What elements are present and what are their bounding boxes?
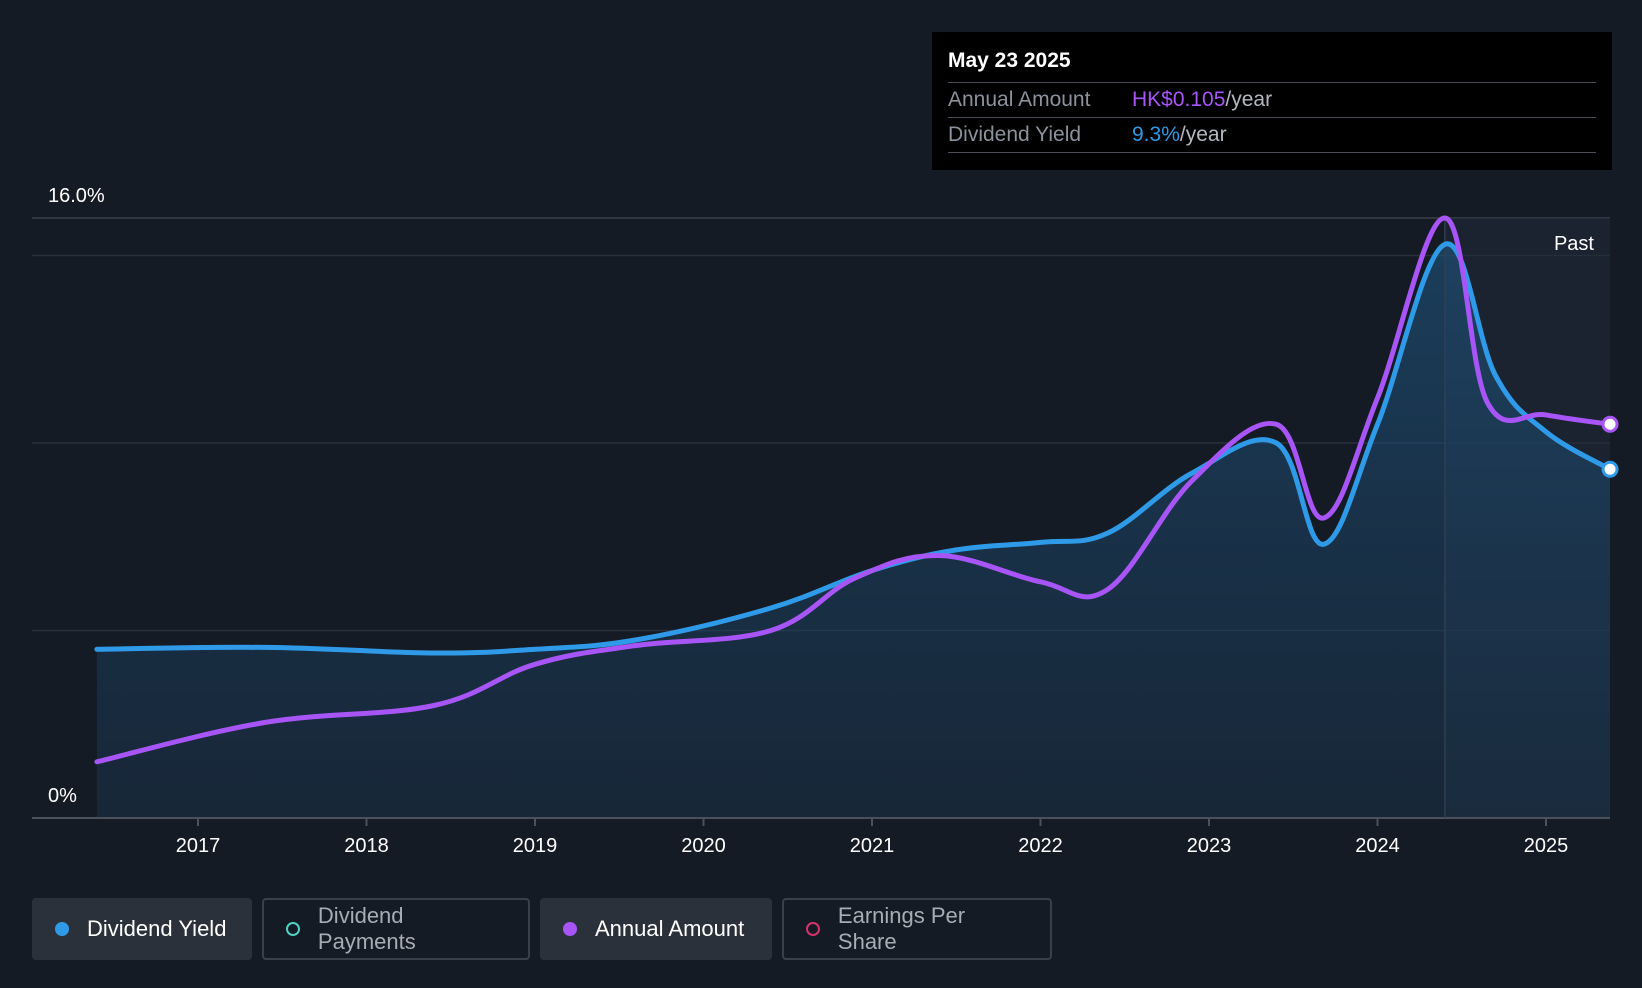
- annual-amount-end-marker[interactable]: [1601, 415, 1619, 433]
- x-tick-label: 2018: [344, 835, 389, 857]
- tooltip-annual-unit: /year: [1225, 88, 1273, 111]
- tooltip-yield-row: Dividend Yield 9.3% /year: [948, 117, 1596, 153]
- tooltip-annual-row: Annual Amount HK$0.105 /year: [948, 82, 1596, 117]
- x-tick-label: 2025: [1524, 835, 1569, 857]
- x-axis-ticks: 2017 2018 2019 2020 2021 2022 2023 2024 2025: [176, 818, 1569, 857]
- legend: Dividend Yield Dividend Payments Annual …: [32, 898, 1052, 960]
- legend-earnings-per-share-button[interactable]: Earnings Per Share: [782, 898, 1052, 960]
- x-tick-label: 2024: [1355, 835, 1400, 857]
- x-tick-label: 2023: [1187, 835, 1232, 857]
- legend-dividend-yield-button[interactable]: Dividend Yield: [32, 898, 252, 960]
- x-tick-label: 2019: [513, 835, 558, 857]
- x-tick-label: 2020: [681, 835, 726, 857]
- annual-amount-dot-icon: [563, 922, 577, 936]
- legend-annual-amount-button[interactable]: Annual Amount: [540, 898, 772, 960]
- dividend-yield-end-marker[interactable]: [1601, 460, 1619, 478]
- dividend-yield-area: [96, 243, 1610, 818]
- legend-dividend-payments-label: Dividend Payments: [317, 903, 416, 954]
- y-axis-bottom-label: 0%: [48, 785, 77, 807]
- x-tick-label: 2017: [176, 835, 221, 857]
- past-label: Past: [1554, 233, 1594, 255]
- legend-annual-amount-label: Annual Amount: [595, 916, 745, 941]
- tooltip-annual-label: Annual Amount: [948, 88, 1091, 111]
- annual-amount-line: [94, 215, 1613, 765]
- tooltip-yield-label: Dividend Yield: [948, 123, 1082, 146]
- tooltip-date: May 23 2025: [948, 49, 1071, 72]
- y-axis-top-label: 16.0%: [48, 185, 105, 207]
- x-tick-label: 2022: [1018, 835, 1063, 857]
- dividend-yield-line: [94, 241, 1613, 656]
- legend-earnings-per-share-label: Earnings Per Share: [837, 903, 966, 954]
- tooltip-yield-unit: /year: [1179, 123, 1227, 146]
- tooltip-yield-value: 9.3%: [1132, 123, 1180, 146]
- earnings-per-share-ring-icon: [806, 922, 820, 936]
- legend-dividend-payments-button[interactable]: Dividend Payments: [262, 898, 530, 960]
- dividend-chart: 16.0% 0% Past 2017 2018 2019 2020 2021 2022 20…: [32, 185, 1619, 857]
- x-tick-label: 2021: [850, 835, 895, 857]
- tooltip-annual-value: HK$0.105: [1132, 88, 1226, 111]
- tooltip: May 23 2025 Annual Amount HK$0.105 /year…: [932, 32, 1612, 170]
- legend-dividend-yield-label: Dividend Yield: [87, 916, 227, 941]
- dividend-payments-ring-icon: [286, 922, 300, 936]
- dividend-yield-dot-icon: [55, 922, 69, 936]
